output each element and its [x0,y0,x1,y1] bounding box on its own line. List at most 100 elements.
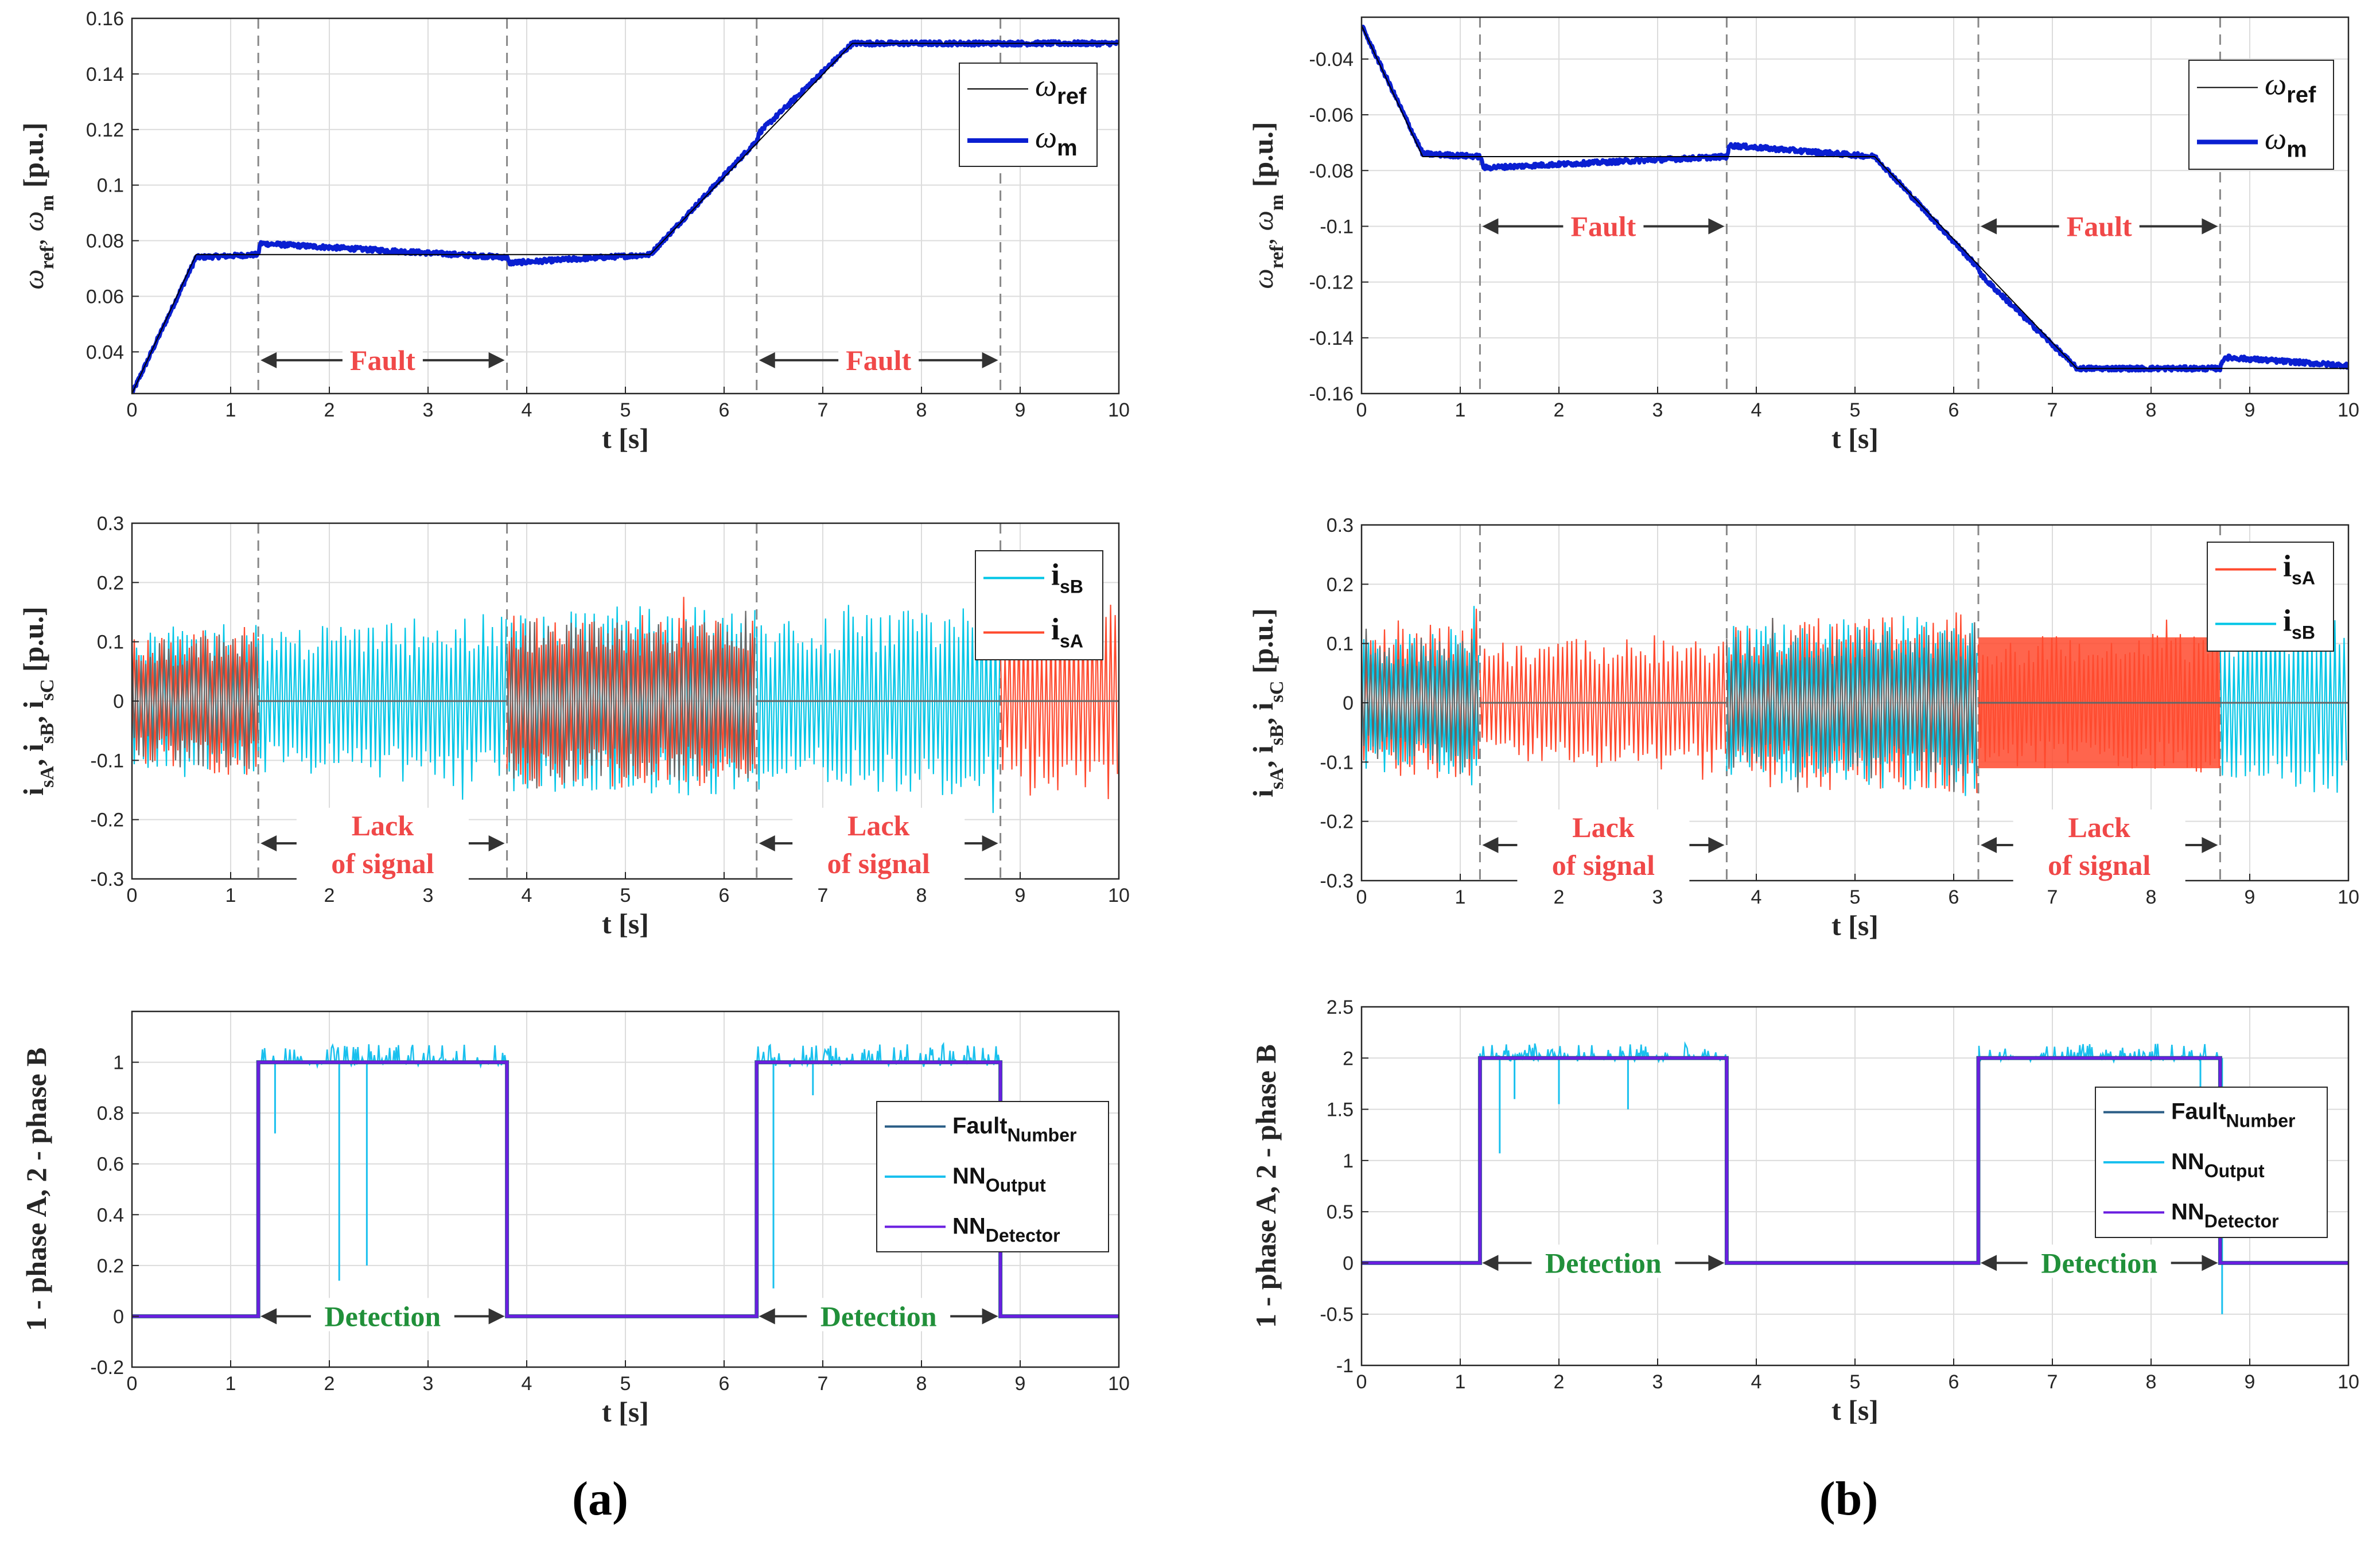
legend: isA isB [2207,542,2334,652]
trace-isC [506,610,756,789]
annotation-lack: Lack [1572,811,1635,843]
series-omega-m [1362,25,2348,373]
annotation-arrow-head-right [1708,1255,1725,1271]
legend-entry: isB [2283,604,2315,643]
x-tick-label: 3 [1652,1371,1663,1393]
x-tick-label: 8 [2146,886,2157,908]
y-tick-label: -0.2 [1320,811,1354,833]
annotation-arrow-head-left [1981,837,1997,853]
y-tick-label: 1.5 [1327,1099,1354,1121]
x-axis-label: t [s] [1831,422,1879,454]
x-tick-label: 9 [1015,885,1026,906]
current-segment [1977,620,2220,773]
annotation-detection: Detection [325,1300,441,1332]
annotation-arrow-head-left [260,835,277,851]
legend-entry: NNOutput [952,1163,1046,1196]
x-tick-label: 4 [1751,886,1762,908]
x-tick-label: 0 [1356,399,1367,421]
current-segment [258,614,507,800]
trace-isB [756,603,1001,814]
x-tick-label: 7 [2047,399,2058,421]
x-tick-label: 8 [2146,1371,2157,1393]
annotation-of-signal: of signal [2048,849,2150,881]
annotation-of-signal: of signal [331,847,434,879]
annotation-arrow-head-left [759,835,775,851]
x-tick-label: 8 [916,885,927,906]
annotation-arrow-head-right [982,835,998,851]
x-tick-label: 4 [1751,1371,1762,1393]
legend-entry: isB [1051,558,1083,597]
y-tick-label: -0.3 [1320,870,1354,892]
x-tick-label: 10 [1108,885,1130,906]
annotation-arrow-head-left [1482,837,1499,853]
annotation-bg [1563,208,1644,242]
y-tick-label: 0.5 [1327,1201,1354,1223]
y-tick-label: -0.14 [1309,328,1354,349]
annotation-bg [792,808,965,881]
annotation-arrow-head-right [982,1308,998,1325]
x-tick-label: 1 [225,399,236,421]
x-tick-label: 6 [1949,886,1959,908]
y-tick-label: 0 [113,691,124,713]
current-segment [132,624,259,777]
annotation-detection: Detection [2041,1247,2157,1279]
x-tick-label: 4 [522,399,532,421]
x-tick-label: 0 [127,885,138,906]
annotation-bg [807,1298,951,1332]
legend-entry: FaultNumber [2171,1099,2295,1131]
annotation-arrow-head-right [2202,837,2218,853]
y-tick-label: 1 [1343,1150,1354,1172]
trace-isB [258,614,507,800]
y-axis-label: 1 - phase A, 2 - phase B [20,1048,52,1332]
x-tick-label: 8 [2146,399,2157,421]
trace-isC [132,634,259,769]
annotation-arrow-head-left [1482,1255,1499,1271]
annotation-arrow-head-left [1981,218,1997,235]
x-tick-label: 3 [423,1373,434,1395]
x-axis-label: t [s] [602,908,649,940]
x-tick-label: 5 [1850,1371,1861,1393]
x-tick-label: 8 [916,1373,927,1395]
legend-entry: ωref [1035,68,1087,109]
x-tick-label: 2 [324,885,335,906]
y-axis-label: isA, isB, isC [p.u.] [17,606,58,796]
x-tick-label: 2 [1554,886,1565,908]
x-tick-label: 7 [818,399,829,421]
annotation-bg [1517,809,1690,883]
legend-entry: NNDetector [952,1213,1060,1245]
chart-b_current: 0 1 2 3 4 5 6 7 8 9 10 -0.3 -0.2 -0.1 0 0.1 0.2 0.3 t [s] i… [1247,515,2359,941]
y-tick-label: 2.5 [1327,997,1354,1018]
x-tick-label: 2 [1554,1371,1565,1393]
legend-box [2188,60,2334,170]
annotation-lack: Lack [847,809,910,842]
x-tick-label: 0 [127,399,138,421]
x-tick-label: 6 [719,399,730,421]
annotation-bg [2027,1244,2171,1278]
x-tick-label: 5 [620,399,631,421]
annotation-of-signal: of signal [1552,849,1655,881]
legend: isB isA [975,550,1103,660]
y-tick-label: 0.08 [86,231,124,252]
current-segment [756,603,1001,814]
y-tick-label: 1 [113,1052,124,1074]
y-tick-label: -0.3 [90,869,124,890]
x-tick-label: 9 [1015,399,1026,421]
y-tick-label: 0 [113,1306,124,1328]
current-segment [506,597,756,796]
x-tick-label: 10 [2338,399,2359,421]
trace-isB [2219,620,2347,793]
y-tick-label: 0.06 [86,286,124,308]
annotation-arrow-head-right [2202,218,2218,235]
x-tick-label: 7 [818,1373,829,1395]
annotation-arrow-head-left [1482,218,1499,235]
legend: ωref ωm [2188,60,2334,170]
x-tick-label: 5 [1850,399,1861,421]
y-tick-label: 0.6 [97,1154,124,1176]
y-tick-label: -0.5 [1320,1304,1354,1326]
x-tick-label: 7 [2047,1371,2058,1393]
annotation-bg [2059,208,2140,242]
y-tick-label: 0.3 [97,513,124,535]
x-tick-label: 10 [1108,399,1130,421]
x-tick-label: 1 [1455,399,1466,421]
y-tick-label: 0.1 [97,632,124,653]
